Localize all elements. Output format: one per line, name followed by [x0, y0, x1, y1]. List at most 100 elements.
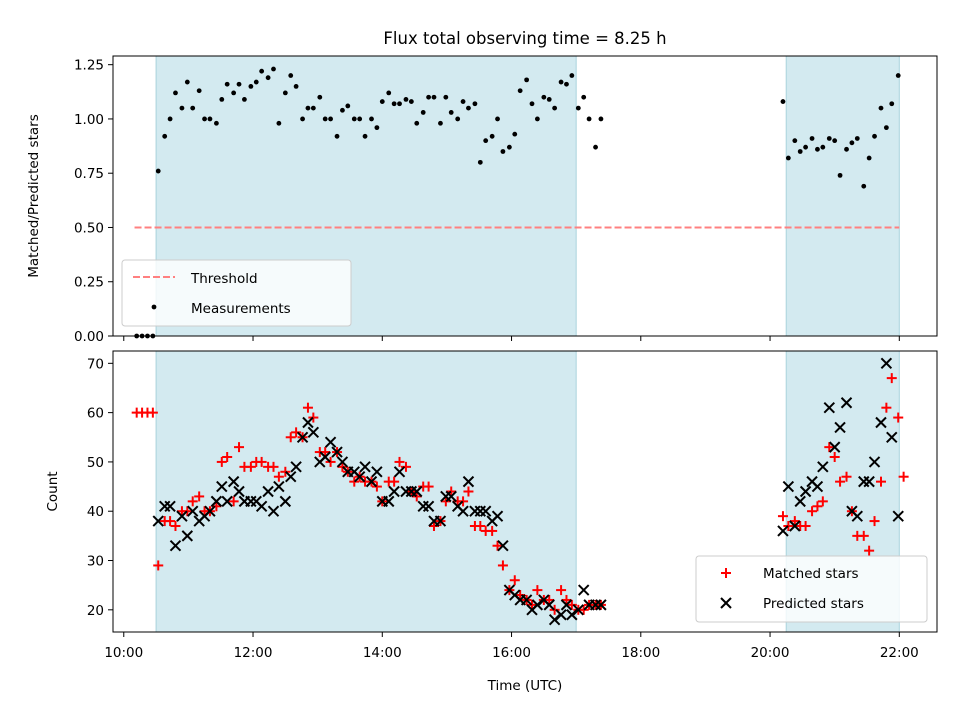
measurement-point [391, 101, 397, 107]
predicted-star-point [823, 401, 835, 414]
predicted-star-point [811, 480, 824, 493]
measurement-point [872, 133, 877, 139]
x-tick-label: 22:00 [880, 645, 919, 661]
matched-star-point [337, 461, 348, 472]
measurement-point [809, 136, 815, 141]
measurement-point [207, 116, 213, 122]
predicted-star-point [336, 456, 349, 468]
measurement-point [506, 144, 512, 150]
measurement-point [293, 83, 299, 89]
measurement-point [780, 99, 786, 104]
measurement-point [310, 105, 316, 111]
predicted-star-point [555, 609, 567, 621]
count-panel: 10:00 12:00 14:00 16:00 18:00 20:00 22:00 20 30… [45, 350, 938, 694]
ratio-x-ticks [123, 336, 900, 341]
matched-star-point [463, 486, 474, 497]
predicted-star-point [255, 500, 268, 512]
count-y-ticks: 20 30 40 50 60 70 [87, 356, 113, 619]
matched-star-point [423, 481, 434, 492]
measurement-point [202, 116, 207, 122]
y-tick-label: 0.50 [74, 220, 104, 236]
matched-star-point [165, 516, 176, 527]
time-x-axis-label: Time (UTC) [487, 678, 563, 694]
matched-star-point [440, 496, 451, 507]
measurement-point [426, 94, 431, 100]
legend-threshold-label: Threshold [190, 271, 258, 287]
measurement-point [357, 116, 363, 122]
predicted-star-point [799, 485, 812, 498]
measurement-points [134, 66, 901, 339]
measurement-point [854, 136, 860, 141]
predicted-star-point [572, 604, 585, 616]
count-panel-frame [112, 350, 938, 633]
matched-star-point [458, 496, 469, 507]
predicted-star-point [216, 480, 228, 493]
predicted-star-point [457, 505, 469, 517]
y-tick-label: 60 [87, 406, 104, 422]
predicted-star-point [840, 397, 853, 409]
measurement-point [167, 116, 173, 122]
matched-star-point [800, 521, 811, 532]
measurement-point [483, 138, 489, 144]
predicted-star-point [445, 490, 457, 503]
matched-star-point [153, 560, 164, 571]
predicted-star-point [851, 510, 863, 522]
predicted-star-point [204, 505, 216, 517]
predicted-star-point [543, 599, 555, 611]
predicted-star-point [365, 475, 378, 488]
matched-star-point [841, 471, 852, 482]
predicted-star-point [892, 510, 904, 522]
matched-star-point [869, 516, 880, 527]
ratio-legend-box [121, 259, 352, 327]
matched-star-point [875, 476, 886, 487]
matched-star-point [812, 501, 823, 512]
x-tick-label: 14:00 [363, 645, 402, 661]
matched-star-point [886, 373, 897, 384]
legend-matched-swatch [721, 568, 731, 578]
ratio-legend: Threshold Measurements [121, 259, 352, 327]
matched-star-point [578, 604, 589, 615]
predicted-star-point [875, 416, 887, 429]
measurement-point [517, 88, 523, 94]
measurement-point [322, 116, 328, 122]
measurement-point [196, 88, 202, 94]
time-x-ticks: 10:00 12:00 14:00 16:00 18:00 20:00 22:00 [104, 632, 919, 661]
legend-x-marker [720, 597, 732, 609]
x-tick-label: 12:00 [234, 645, 273, 661]
matched-star-point [532, 585, 543, 596]
measurement-point [803, 144, 808, 150]
predicted-star-point [577, 584, 590, 596]
measurement-point [224, 81, 230, 87]
measurement-point [552, 105, 558, 111]
measurement-point [300, 116, 305, 122]
predicted-star-point [164, 500, 176, 512]
predicted-star-point [187, 505, 199, 517]
matched-star-point [492, 540, 503, 551]
predicted-stars-points [152, 357, 904, 626]
matched-star-point [783, 521, 794, 532]
predicted-star-point [560, 599, 573, 611]
measurement-point [883, 125, 889, 131]
matched-star-point [549, 604, 560, 615]
measurement-point [889, 101, 895, 107]
matched-star-point [898, 471, 909, 482]
predicted-star-point [267, 505, 280, 517]
measurement-point [895, 73, 901, 78]
predicted-star-point [782, 480, 795, 493]
predicted-star-point [789, 520, 801, 532]
measurement-point [184, 79, 190, 85]
measurement-point [259, 68, 265, 74]
measurement-point [512, 131, 518, 137]
x-tick-label: 18:00 [621, 645, 660, 661]
measurement-point [792, 138, 798, 144]
y-tick-label: 40 [87, 504, 104, 520]
measurement-point [362, 133, 368, 139]
measurement-point [837, 172, 843, 178]
matched-star-point [194, 491, 205, 502]
matched-star-point [147, 407, 158, 418]
matched-star-point [817, 496, 828, 507]
measurement-point [386, 90, 392, 96]
matched-star-point [302, 402, 313, 413]
measurement-point [586, 116, 592, 122]
